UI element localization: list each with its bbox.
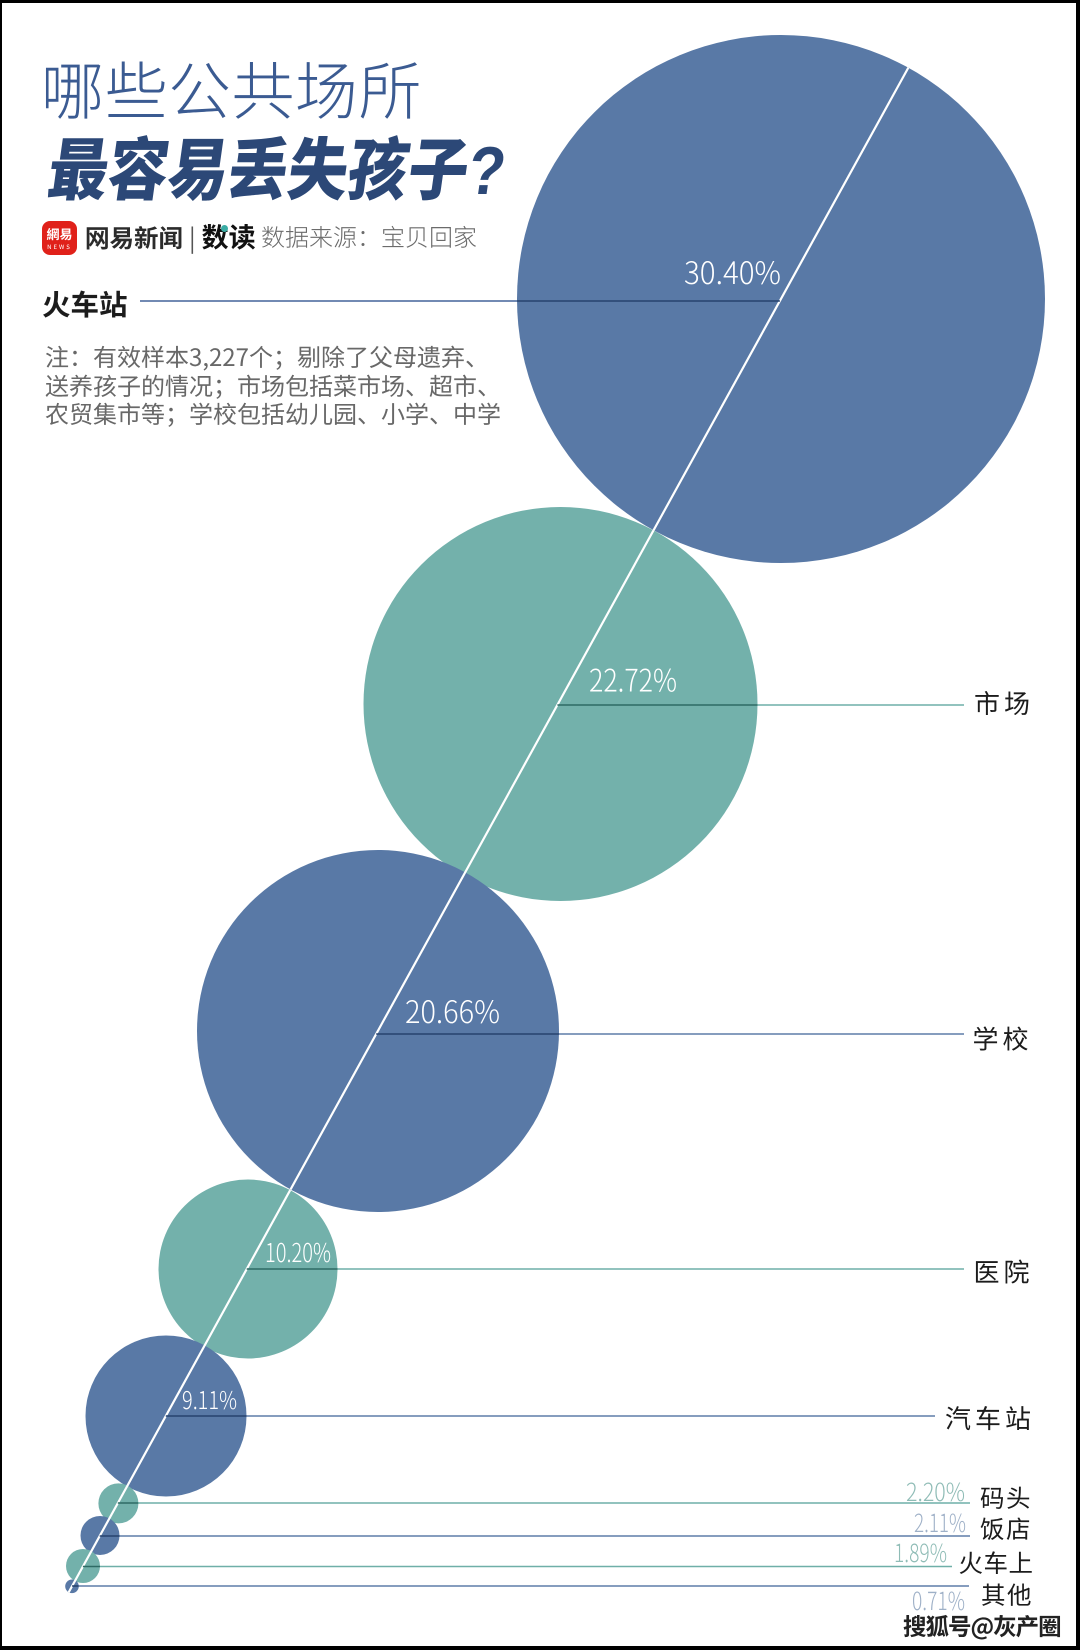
svg-text:9.11%: 9.11% (182, 1382, 237, 1417)
svg-text:10.20%: 10.20% (265, 1233, 331, 1270)
svg-text:22.72%: 22.72% (589, 656, 677, 701)
svg-text:火车上: 火车上 (959, 1545, 1034, 1580)
svg-text:汽车站: 汽车站 (945, 1399, 1035, 1436)
svg-text:網易: 網易 (46, 224, 72, 243)
svg-text:医院: 医院 (974, 1253, 1034, 1290)
svg-text:2.20%: 2.20% (906, 1473, 965, 1509)
svg-text:0.71%: 0.71% (912, 1582, 965, 1618)
svg-text:30.40%: 30.40% (684, 248, 781, 293)
svg-text:饭店: 饭店 (980, 1511, 1032, 1546)
svg-text:2.11%: 2.11% (914, 1504, 966, 1540)
svg-text:NEWS: NEWS (47, 242, 72, 251)
svg-text:市场: 市场 (974, 684, 1034, 721)
svg-text:码头: 码头 (980, 1480, 1032, 1515)
svg-text:其他: 其他 (981, 1577, 1033, 1612)
svg-text:1.89%: 1.89% (894, 1534, 947, 1570)
svg-text:火车站: 火车站 (42, 283, 128, 324)
svg-text:学校: 学校 (973, 1020, 1033, 1057)
svg-text:20.66%: 20.66% (405, 987, 500, 1032)
